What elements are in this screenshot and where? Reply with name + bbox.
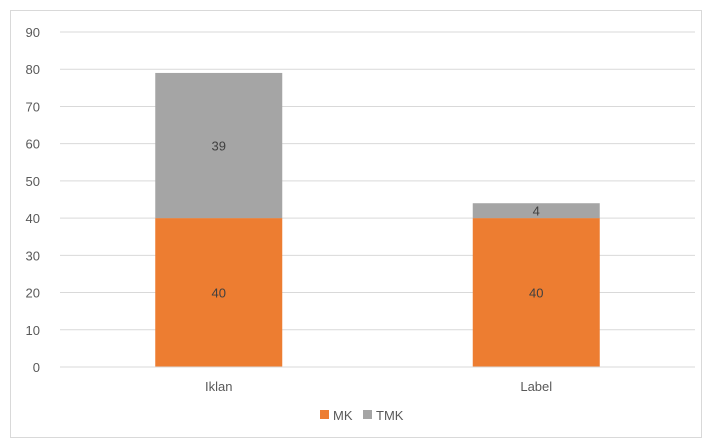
data-label: 39 [212, 139, 226, 154]
y-tick-label: 90 [26, 25, 40, 40]
legend-label: TMK [376, 408, 404, 423]
y-tick-label: 70 [26, 99, 40, 114]
y-tick-label: 30 [26, 248, 40, 263]
y-tick-label: 10 [26, 323, 40, 338]
data-label: 40 [529, 286, 543, 301]
x-tick-label: Label [520, 379, 552, 394]
bar-tmk-iklan [155, 72, 283, 219]
y-tick-label: 50 [26, 174, 40, 189]
y-tick-label: 40 [26, 211, 40, 226]
y-tick-label: 60 [26, 137, 40, 152]
data-label: 4 [533, 204, 540, 219]
data-labels: 40 39 40 4 [212, 139, 544, 301]
y-tick-label: 0 [33, 360, 40, 375]
y-tick-label: 20 [26, 286, 40, 301]
bars [155, 72, 600, 367]
bar-tmk-label [472, 203, 600, 219]
y-axis-ticks: 0 10 20 30 40 50 60 70 80 90 [26, 25, 40, 375]
x-tick-label: Iklan [205, 379, 232, 394]
data-label: 40 [212, 286, 226, 301]
legend: MK TMK [320, 408, 404, 423]
legend-swatch [320, 410, 329, 419]
y-tick-label: 80 [26, 62, 40, 77]
legend-swatch [363, 410, 372, 419]
bar-mk-label [472, 218, 600, 367]
legend-label: MK [333, 408, 353, 423]
bar-mk-iklan [155, 218, 283, 367]
x-axis-ticks: Iklan Label [205, 379, 552, 394]
